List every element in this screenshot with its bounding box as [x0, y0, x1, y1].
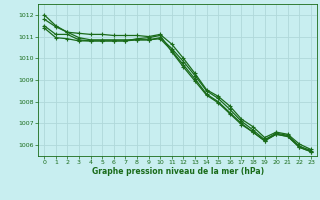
X-axis label: Graphe pression niveau de la mer (hPa): Graphe pression niveau de la mer (hPa): [92, 167, 264, 176]
